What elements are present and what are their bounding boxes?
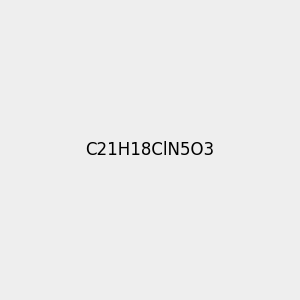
Text: C21H18ClN5O3: C21H18ClN5O3 xyxy=(85,141,214,159)
